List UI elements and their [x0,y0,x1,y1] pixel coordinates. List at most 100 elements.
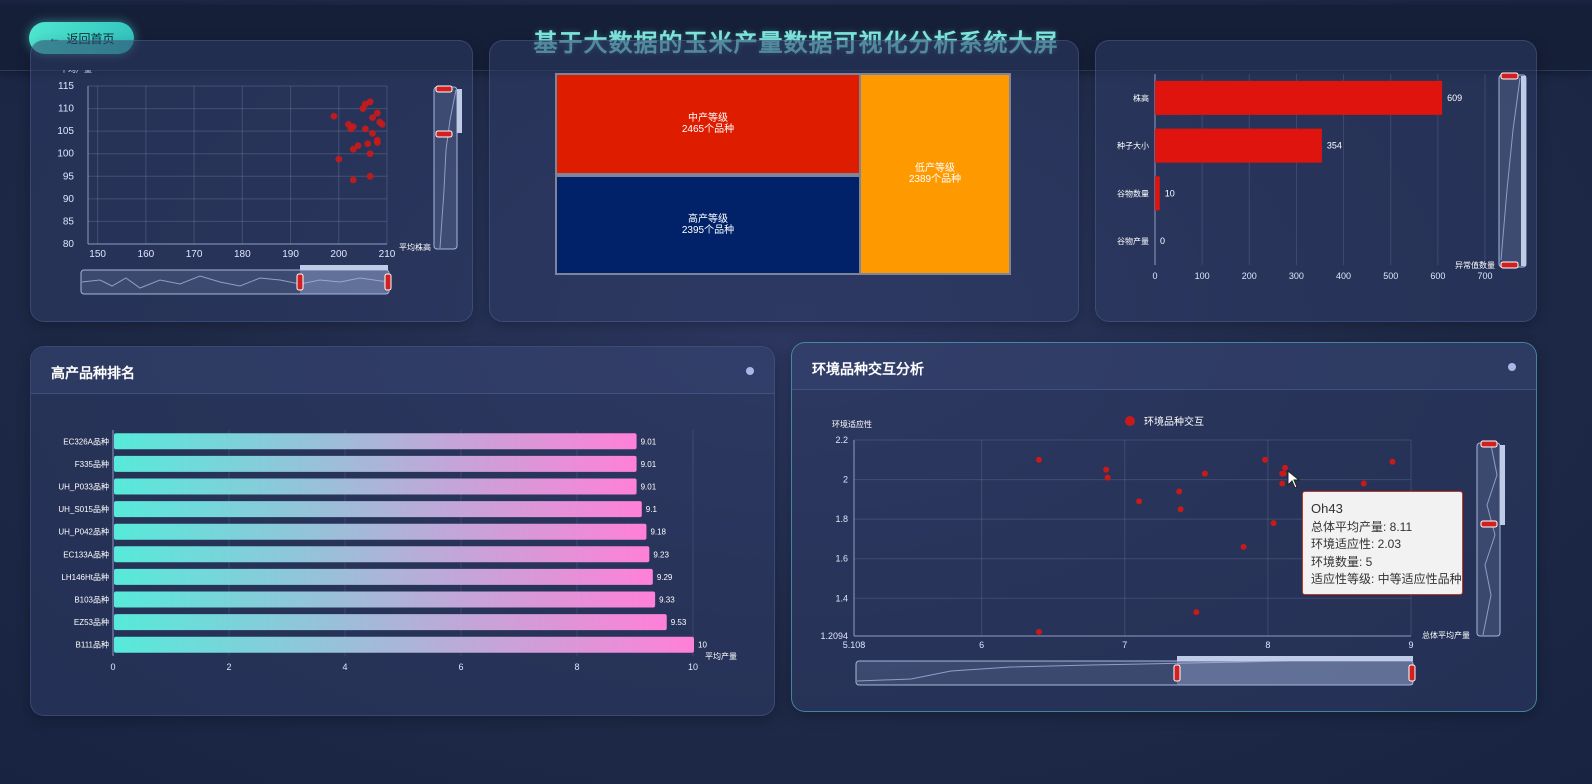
bar-value-label: 9.33 [659,596,675,605]
mouse-cursor-icon [1287,470,1301,489]
x-zoom-shadow [856,660,1411,682]
x-tick-label: 9 [1408,640,1413,650]
y-tick-label: 2.2 [835,435,848,445]
scatter-point [347,125,355,133]
chart-tooltip: Oh43 总体平均产量: 8.11 环境适应性: 2.03 环境数量: 5 适应… [1302,491,1463,595]
category-label: 种子大小 [1117,141,1149,151]
category-label: B103品种 [74,595,109,605]
tooltip-title: Oh43 [1311,501,1343,516]
treemap-cell-count: 2465个品种 [682,122,734,135]
scatter-point [361,125,369,133]
bar [114,636,694,653]
x-zoom-window [1177,661,1413,685]
x-zoom-shadow [81,275,389,289]
scatter-point [1035,628,1042,635]
bar-value-label: 9.18 [650,528,666,537]
x-axis-label: 总体平均产量 [1422,630,1470,640]
category-label: 谷物产量 [1117,236,1149,246]
y-zoom-shadow [1482,444,1498,636]
y-zoom-end-handle [1480,440,1498,448]
category-label: 株高 [1133,93,1149,103]
scatter-point [1201,470,1208,477]
bar [114,433,637,450]
y-tick-label: 80 [63,239,75,250]
y-tick-label: 105 [57,126,74,137]
tooltip-line: 适应性等级: 中等适应性品种 [1311,572,1462,586]
bar-value-label: 9.29 [657,573,673,582]
bar-value-label: 609 [1447,93,1462,103]
x-axis-label: 平均株高 [399,242,431,252]
y-tick-label: 115 [58,81,74,92]
scatter-point [366,172,374,180]
category-label: UH_S015品种 [58,504,109,514]
x-tick-label: 400 [1336,271,1351,281]
scatter-point [1279,480,1286,487]
scatter-point [1177,506,1184,513]
panel-indicator-icon [1508,363,1516,371]
bar-value-label: 10 [698,641,707,650]
category-label: F335品种 [75,459,109,469]
y-tick-label: 1.2094 [820,631,848,641]
x-tick-label: 100 [1195,271,1210,281]
scatter-point [373,109,381,117]
x-tick-label: 6 [458,662,463,670]
x-zoom-bar [1177,656,1413,661]
bar [1155,128,1322,163]
bar [114,546,650,563]
treemap-cell [557,177,859,273]
treemap-cell-name: 低产等级 [915,161,955,174]
legend-label: 环境品种交互 [1144,415,1204,428]
bar-value-label: 9.01 [641,437,657,446]
x-tick-label: 300 [1289,271,1304,281]
scatter-point [369,130,376,137]
x-tick-label: 4 [342,662,347,670]
scatter-point [1280,470,1287,477]
scatter-point [1389,458,1396,465]
y-tick-label: 1.4 [835,593,848,603]
y-tick-label: 110 [58,104,74,115]
x-tick-label: 6 [979,640,984,650]
x-axis-label: 异常值数量 [1455,260,1495,270]
bar [114,455,637,472]
treemap-cell-count: 2395个品种 [682,223,734,236]
treemap-cell-name: 高产等级 [688,212,728,225]
scatter-point [366,98,374,106]
tooltip-line: 总体平均产量: 8.11 [1311,519,1413,534]
x-zoom-end-handle [384,273,392,291]
category-label: LH146Ht品种 [61,572,109,582]
y-zoom-start-handle [435,130,453,138]
scatter-point [1035,456,1042,463]
scatter-point [1240,543,1247,550]
scatter-point [373,139,381,146]
scatter-point [335,155,343,163]
x-tick-label: 700 [1477,271,1492,281]
x-axis-label: 平均产量 [705,651,737,661]
treemap-cell-count: 2389个品种 [909,172,961,185]
scatter-point [349,176,357,184]
category-label: EZ53品种 [74,617,109,627]
scatter-point [354,142,362,149]
x-tick-label: 600 [1430,271,1445,281]
scatter-point [1360,480,1367,487]
y-zoom-end-handle [435,85,453,93]
bar [1155,176,1160,211]
scatter-point [330,112,338,120]
x-tick-label: 2 [226,662,231,670]
y-tick-label: 2 [843,475,848,485]
y-zoom-bar [1500,445,1505,525]
x-tick-label: 180 [234,249,251,260]
y-zoom-bar [457,89,462,133]
scatter-point [378,120,386,128]
panel-title: 高产品种排名 [51,365,135,381]
bar [114,501,642,518]
x-tick-label: 200 [330,249,347,260]
x-tick-label: 10 [688,662,698,670]
bar-value-label: 9.23 [653,550,669,559]
bar [114,523,647,540]
bar-value-label: 0 [1160,236,1165,246]
category-label: UH_P033品种 [58,482,109,492]
x-tick-label: 190 [282,249,299,260]
bar-value-label: 354 [1327,141,1342,151]
